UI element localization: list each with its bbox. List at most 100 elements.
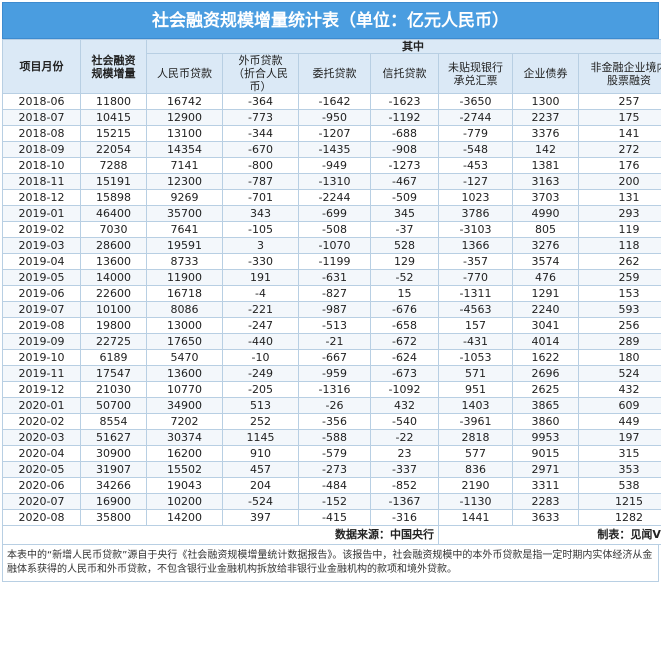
row-value-cell: -330 [223,254,299,270]
row-value-cell: 3865 [513,398,579,414]
row-value-cell: 13000 [147,318,223,334]
row-value-cell: -1092 [371,382,439,398]
row-value-cell: 10200 [147,494,223,510]
data-table: 项目月份 社会融资 规模增量 其中 人民币贷款 外币贷款 （折合人民 币） 委托… [2,39,661,545]
row-value-cell: 28600 [81,238,147,254]
row-value-cell: -631 [299,270,371,286]
row-value-cell: 22600 [81,286,147,302]
row-value-cell: -548 [439,142,513,158]
row-value-cell: 16718 [147,286,223,302]
row-value-cell: 46400 [81,206,147,222]
row-value-cell: -1642 [299,94,371,110]
row-value-cell: 262 [579,254,661,270]
row-value-cell: -205 [223,382,299,398]
row-value-cell: -524 [223,494,299,510]
row-value-cell: 577 [439,446,513,462]
row-value-cell: 7202 [147,414,223,430]
row-value-cell: 3376 [513,126,579,142]
row-value-cell: 432 [579,382,661,398]
row-month-cell: 2018-12 [3,190,81,206]
row-value-cell: -540 [371,414,439,430]
row-value-cell: 1381 [513,158,579,174]
row-month-cell: 2020-04 [3,446,81,462]
row-month-cell: 2019-05 [3,270,81,286]
row-month-cell: 2018-07 [3,110,81,126]
row-value-cell: 7641 [147,222,223,238]
header-corporate-bonds: 企业债券 [513,54,579,94]
row-value-cell: 1215 [579,494,661,510]
row-value-cell: 142 [513,142,579,158]
row-value-cell: 2818 [439,430,513,446]
row-value-cell: 11800 [81,94,147,110]
row-value-cell: -3961 [439,414,513,430]
row-value-cell: -431 [439,334,513,350]
row-value-cell: -337 [371,462,439,478]
row-value-cell: 538 [579,478,661,494]
row-value-cell: -2744 [439,110,513,126]
row-value-cell: -950 [299,110,371,126]
row-value-cell: 21030 [81,382,147,398]
row-month-cell: 2020-08 [3,510,81,526]
header-equity-financing: 非金融企业境内 股票融资 [579,54,661,94]
row-value-cell: 31907 [81,462,147,478]
row-month-cell: 2018-09 [3,142,81,158]
row-value-cell: 15898 [81,190,147,206]
row-value-cell: 30374 [147,430,223,446]
row-value-cell: 1441 [439,510,513,526]
row-value-cell: 9269 [147,190,223,206]
row-value-cell: -344 [223,126,299,142]
row-value-cell: 1300 [513,94,579,110]
row-value-cell: 315 [579,446,661,462]
row-value-cell: 343 [223,206,299,222]
row-value-cell: 9953 [513,430,579,446]
row-value-cell: 35700 [147,206,223,222]
row-value-cell: 345 [371,206,439,222]
row-value-cell: -4 [223,286,299,302]
row-value-cell: 14200 [147,510,223,526]
row-value-cell: -673 [371,366,439,382]
row-value-cell: 7141 [147,158,223,174]
row-value-cell: 910 [223,446,299,462]
row-value-cell: -579 [299,446,371,462]
row-value-cell: 2971 [513,462,579,478]
row-month-cell: 2019-07 [3,302,81,318]
row-value-cell: 836 [439,462,513,478]
row-value-cell: 524 [579,366,661,382]
row-value-cell: 16200 [147,446,223,462]
row-value-cell: 200 [579,174,661,190]
row-month-cell: 2019-04 [3,254,81,270]
row-value-cell: 3860 [513,414,579,430]
row-value-cell: 15191 [81,174,147,190]
row-value-cell: 3786 [439,206,513,222]
row-value-cell: -10 [223,350,299,366]
row-value-cell: 1145 [223,430,299,446]
row-month-cell: 2020-01 [3,398,81,414]
row-value-cell: 272 [579,142,661,158]
row-value-cell: 9015 [513,446,579,462]
row-value-cell: -1623 [371,94,439,110]
row-value-cell: 10770 [147,382,223,398]
row-month-cell: 2019-08 [3,318,81,334]
row-value-cell: 22725 [81,334,147,350]
row-value-cell: 15 [371,286,439,302]
row-value-cell: -701 [223,190,299,206]
row-value-cell: -658 [371,318,439,334]
row-value-cell: 30900 [81,446,147,462]
row-value-cell: 13600 [147,366,223,382]
row-value-cell: -273 [299,462,371,478]
row-value-cell: -105 [223,222,299,238]
row-value-cell: -959 [299,366,371,382]
row-value-cell: -1310 [299,174,371,190]
